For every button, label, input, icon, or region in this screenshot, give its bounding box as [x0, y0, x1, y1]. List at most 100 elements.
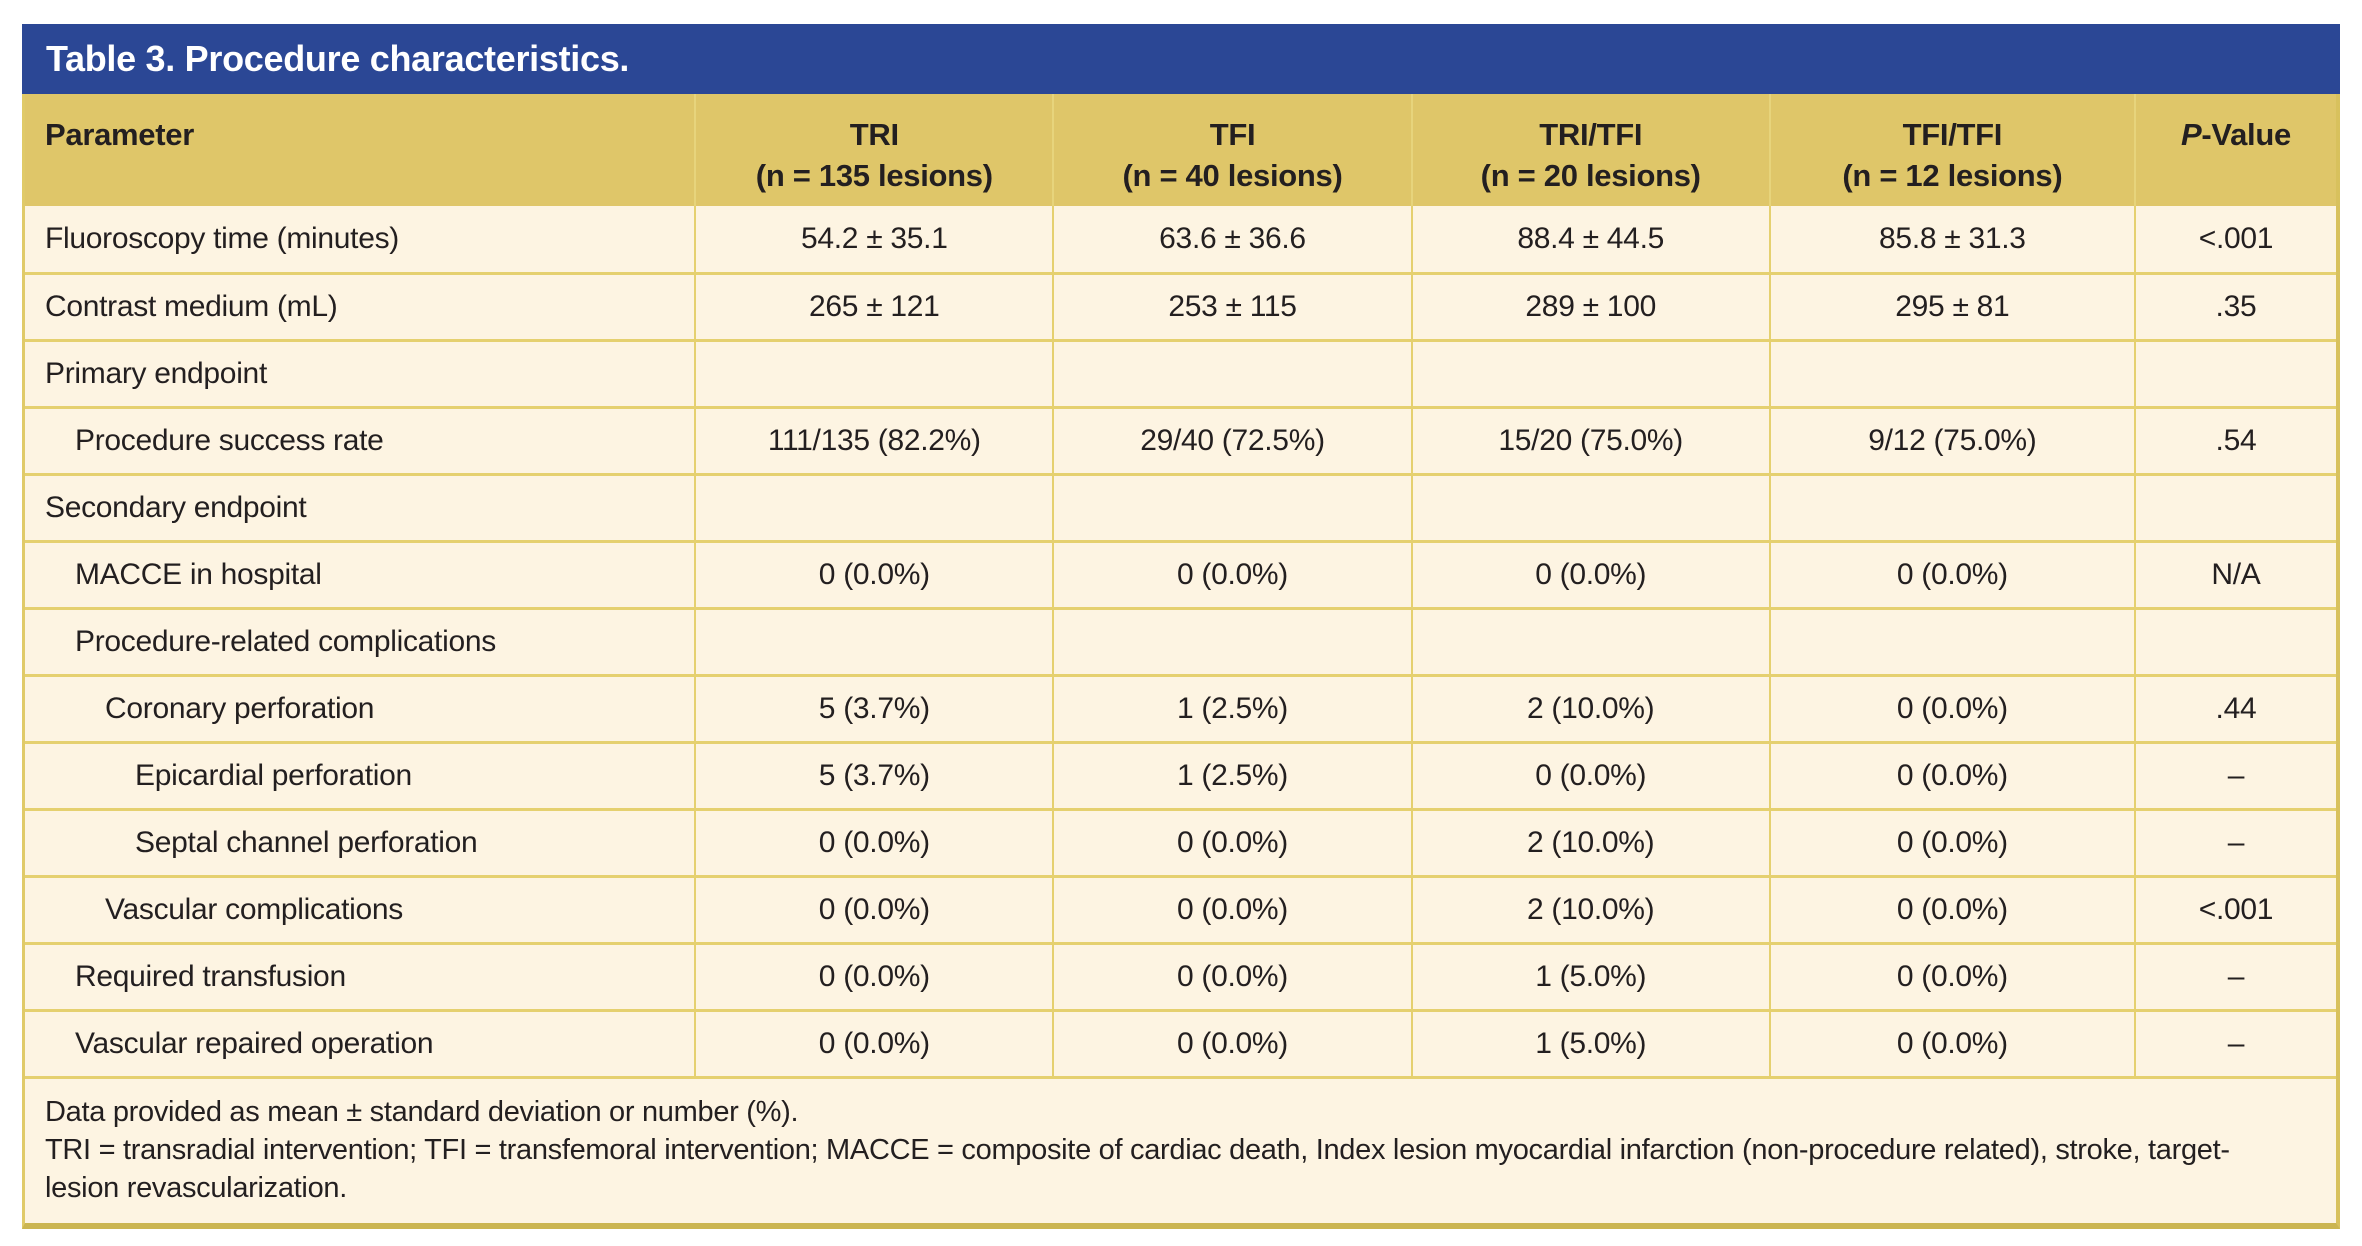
table-title: Table 3. Procedure characteristics.	[46, 38, 630, 79]
column-header-parameter: Parameter	[25, 94, 696, 206]
value-cell: 0 (0.0%)	[694, 807, 1054, 876]
value-cell: N/A	[2133, 539, 2336, 608]
value-cell: 0 (0.0%)	[694, 874, 1054, 943]
value-cell	[1052, 606, 1412, 675]
value-cell	[1410, 472, 1770, 541]
table-row: Procedure-related complications	[25, 606, 2336, 675]
value-cell: 2 (10.0%)	[1410, 673, 1770, 742]
column-header-tri-tfi: TRI/TFI (n = 20 lesions)	[1410, 94, 1770, 206]
data-table: Parameter TRI (n = 135 lesions) TFI (n =…	[25, 94, 2336, 1223]
value-cell: 1 (5.0%)	[1410, 1008, 1770, 1077]
value-cell	[2133, 472, 2336, 541]
value-cell	[1410, 606, 1770, 675]
table-header-row: Parameter TRI (n = 135 lesions) TFI (n =…	[25, 94, 2336, 206]
parameter-cell: Vascular repaired operation	[25, 1008, 696, 1077]
table-row: Contrast medium (mL) 265 ± 121 253 ± 115 28…	[25, 271, 2336, 340]
value-cell: –	[2133, 807, 2336, 876]
value-cell	[1052, 338, 1412, 407]
value-cell: 0 (0.0%)	[1052, 539, 1412, 608]
value-cell: 0 (0.0%)	[1768, 673, 2135, 742]
value-cell	[1052, 472, 1412, 541]
footnote-cell: Data provided as mean ± standard deviati…	[25, 1075, 2336, 1223]
value-cell: 253 ± 115	[1052, 271, 1412, 340]
value-cell: 15/20 (75.0%)	[1410, 405, 1770, 474]
value-cell	[1768, 606, 2135, 675]
value-cell: 0 (0.0%)	[1768, 1008, 2135, 1077]
value-cell: .54	[2133, 405, 2336, 474]
value-cell	[694, 606, 1054, 675]
value-cell: .44	[2133, 673, 2336, 742]
parameter-cell: Procedure-related complications	[25, 606, 696, 675]
value-cell: 0 (0.0%)	[1052, 1008, 1412, 1077]
table-row: Procedure success rate 111/135 (82.2%) 29/…	[25, 405, 2336, 474]
value-cell: 2 (10.0%)	[1410, 807, 1770, 876]
value-cell: <.001	[2133, 206, 2336, 273]
value-cell: <.001	[2133, 874, 2336, 943]
parameter-cell: MACCE in hospital	[25, 539, 696, 608]
table-row: Coronary perforation 5 (3.7%) 1 (2.5%) 2 (1…	[25, 673, 2336, 742]
table-row: Secondary endpoint	[25, 472, 2336, 541]
value-cell: 0 (0.0%)	[694, 1008, 1054, 1077]
parameter-cell: Vascular complications	[25, 874, 696, 943]
column-header-tfi: TFI (n = 40 lesions)	[1052, 94, 1412, 206]
value-cell: –	[2133, 941, 2336, 1010]
value-cell	[1768, 338, 2135, 407]
value-cell: 1 (2.5%)	[1052, 673, 1412, 742]
procedure-characteristics-table: Table 3. Procedure characteristics. Para…	[22, 24, 2340, 1229]
footnote-line-2: TRI = transradial intervention; TFI = tr…	[45, 1133, 2230, 1204]
table-row: Vascular repaired operation 0 (0.0%) 0 (0.…	[25, 1008, 2336, 1077]
value-cell: 85.8 ± 31.3	[1768, 206, 2135, 273]
value-cell: 0 (0.0%)	[1768, 539, 2135, 608]
parameter-cell: Required transfusion	[25, 941, 696, 1010]
value-cell	[694, 338, 1054, 407]
table-footnotes: Data provided as mean ± standard deviati…	[25, 1075, 2336, 1223]
value-cell	[1768, 472, 2135, 541]
value-cell: 0 (0.0%)	[1410, 539, 1770, 608]
value-cell: 0 (0.0%)	[1052, 874, 1412, 943]
value-cell: 0 (0.0%)	[694, 539, 1054, 608]
parameter-cell: Epicardial perforation	[25, 740, 696, 809]
parameter-cell: Septal channel perforation	[25, 807, 696, 876]
value-cell: 0 (0.0%)	[1768, 807, 2135, 876]
table-row: Septal channel perforation 0 (0.0%) 0 (0.0…	[25, 807, 2336, 876]
value-cell: 289 ± 100	[1410, 271, 1770, 340]
value-cell: 295 ± 81	[1768, 271, 2135, 340]
value-cell: .35	[2133, 271, 2336, 340]
parameter-cell: Contrast medium (mL)	[25, 271, 696, 340]
parameter-cell: Procedure success rate	[25, 405, 696, 474]
table-title-bar: Table 3. Procedure characteristics.	[22, 24, 2340, 94]
column-header-tri: TRI (n = 135 lesions)	[694, 94, 1054, 206]
parameter-cell: Primary endpoint	[25, 338, 696, 407]
table-row: Epicardial perforation 5 (3.7%) 1 (2.5%) 0 …	[25, 740, 2336, 809]
value-cell: 1 (2.5%)	[1052, 740, 1412, 809]
value-cell: 1 (5.0%)	[1410, 941, 1770, 1010]
value-cell	[1410, 338, 1770, 407]
value-cell: 2 (10.0%)	[1410, 874, 1770, 943]
value-cell: 0 (0.0%)	[1052, 807, 1412, 876]
value-cell: 9/12 (75.0%)	[1768, 405, 2135, 474]
value-cell	[2133, 606, 2336, 675]
footnote-line-1: Data provided as mean ± standard deviati…	[45, 1095, 799, 1128]
table-row: Vascular complications 0 (0.0%) 0 (0.0%) 2 …	[25, 874, 2336, 943]
value-cell: 88.4 ± 44.5	[1410, 206, 1770, 273]
value-cell	[2133, 338, 2336, 407]
value-cell: 111/135 (82.2%)	[694, 405, 1054, 474]
table-row: MACCE in hospital 0 (0.0%) 0 (0.0%) 0 (0.0%…	[25, 539, 2336, 608]
value-cell: 0 (0.0%)	[694, 941, 1054, 1010]
value-cell: 0 (0.0%)	[1410, 740, 1770, 809]
table-body: Parameter TRI (n = 135 lesions) TFI (n =…	[22, 94, 2340, 1229]
value-cell	[694, 472, 1054, 541]
value-cell: 0 (0.0%)	[1768, 740, 2135, 809]
parameter-cell: Coronary perforation	[25, 673, 696, 742]
value-cell: –	[2133, 1008, 2336, 1077]
parameter-cell: Secondary endpoint	[25, 472, 696, 541]
value-cell: 63.6 ± 36.6	[1052, 206, 1412, 273]
value-cell: 5 (3.7%)	[694, 740, 1054, 809]
table-row: Primary endpoint	[25, 338, 2336, 407]
value-cell: 29/40 (72.5%)	[1052, 405, 1412, 474]
value-cell: –	[2133, 740, 2336, 809]
parameter-cell: Fluoroscopy time (minutes)	[25, 206, 696, 273]
column-header-tfi-tfi: TFI/TFI (n = 12 lesions)	[1768, 94, 2135, 206]
value-cell: 54.2 ± 35.1	[694, 206, 1054, 273]
